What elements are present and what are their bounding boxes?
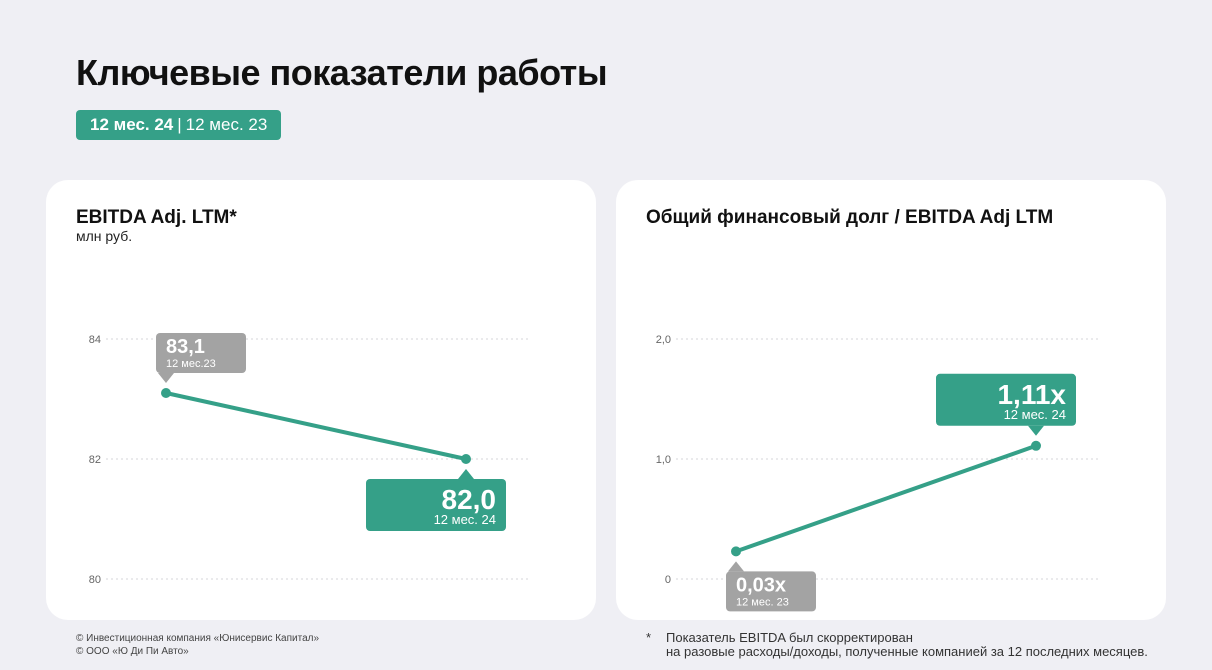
data-point	[161, 388, 171, 398]
period-separator: |	[177, 115, 182, 134]
callout-pointer	[158, 373, 174, 383]
period-badge: 12 мес. 24 | 12 мес. 23	[76, 110, 282, 140]
footnote-mark: *	[646, 630, 652, 645]
data-sublabel: 12 мес.23	[166, 358, 216, 370]
chart-title: Общий финансовый долг / EBITDA Adj LTM	[646, 207, 1054, 228]
ebitda-chart-card: EBITDA Adj. LTM* млн руб. 80 82 84 83,1 12 м…	[46, 180, 596, 620]
y-tick-label: 0	[665, 574, 671, 586]
callout-pointer	[728, 561, 744, 572]
data-point	[461, 454, 471, 464]
data-label: 1,11x	[997, 379, 1066, 410]
page-title: Ключевые показатели работы	[76, 52, 608, 93]
chart-title: EBITDA Adj. LTM*	[76, 207, 237, 228]
data-sublabel: 12 мес. 24	[1004, 407, 1066, 422]
period-previous: 12 мес. 23	[185, 115, 268, 134]
data-label: 0,03x	[736, 574, 786, 596]
data-point	[731, 546, 741, 557]
chart-subtitle: млн руб.	[76, 228, 133, 244]
y-tick-label: 1,0	[656, 454, 671, 466]
callout-box	[366, 479, 506, 531]
data-point	[1031, 440, 1041, 451]
footer-copyright: © Инвестиционная компания «Юнисервис Кап…	[76, 632, 319, 658]
series-line	[164, 391, 468, 461]
y-tick-label: 2,0	[656, 334, 671, 346]
y-tick-label: 82	[89, 454, 101, 466]
callout-box	[726, 571, 816, 612]
callout-box	[156, 333, 246, 373]
series-line	[734, 443, 1038, 554]
data-label: 82,0	[442, 484, 497, 515]
data-sublabel: 12 мес. 24	[434, 512, 496, 527]
data-label: 83,1	[166, 336, 205, 358]
data-sublabel: 12 мес. 23	[736, 596, 789, 608]
debt-ratio-chart-card: Общий финансовый долг / EBITDA Adj LTM 0…	[616, 180, 1166, 620]
callout-pointer	[458, 469, 474, 479]
ebitda-chart: 80 82 84 83,112 мес.23 82,012 мес. 24	[89, 333, 528, 586]
copyright-line: © Инвестиционная компания «Юнисервис Кап…	[76, 633, 320, 644]
callout-box	[936, 373, 1076, 426]
footnote-line: на разовые расходы/доходы, полученные ко…	[666, 644, 1148, 659]
callout-pointer	[1028, 425, 1044, 436]
copyright-line: © ООО «Ю Ди Пи Авто»	[76, 646, 189, 657]
y-tick-label: 80	[89, 574, 101, 586]
period-current: 12 мес. 24	[90, 115, 174, 134]
y-tick-label: 84	[89, 334, 101, 346]
footnote-line: Показатель EBITDA был скорректирован	[666, 630, 913, 645]
